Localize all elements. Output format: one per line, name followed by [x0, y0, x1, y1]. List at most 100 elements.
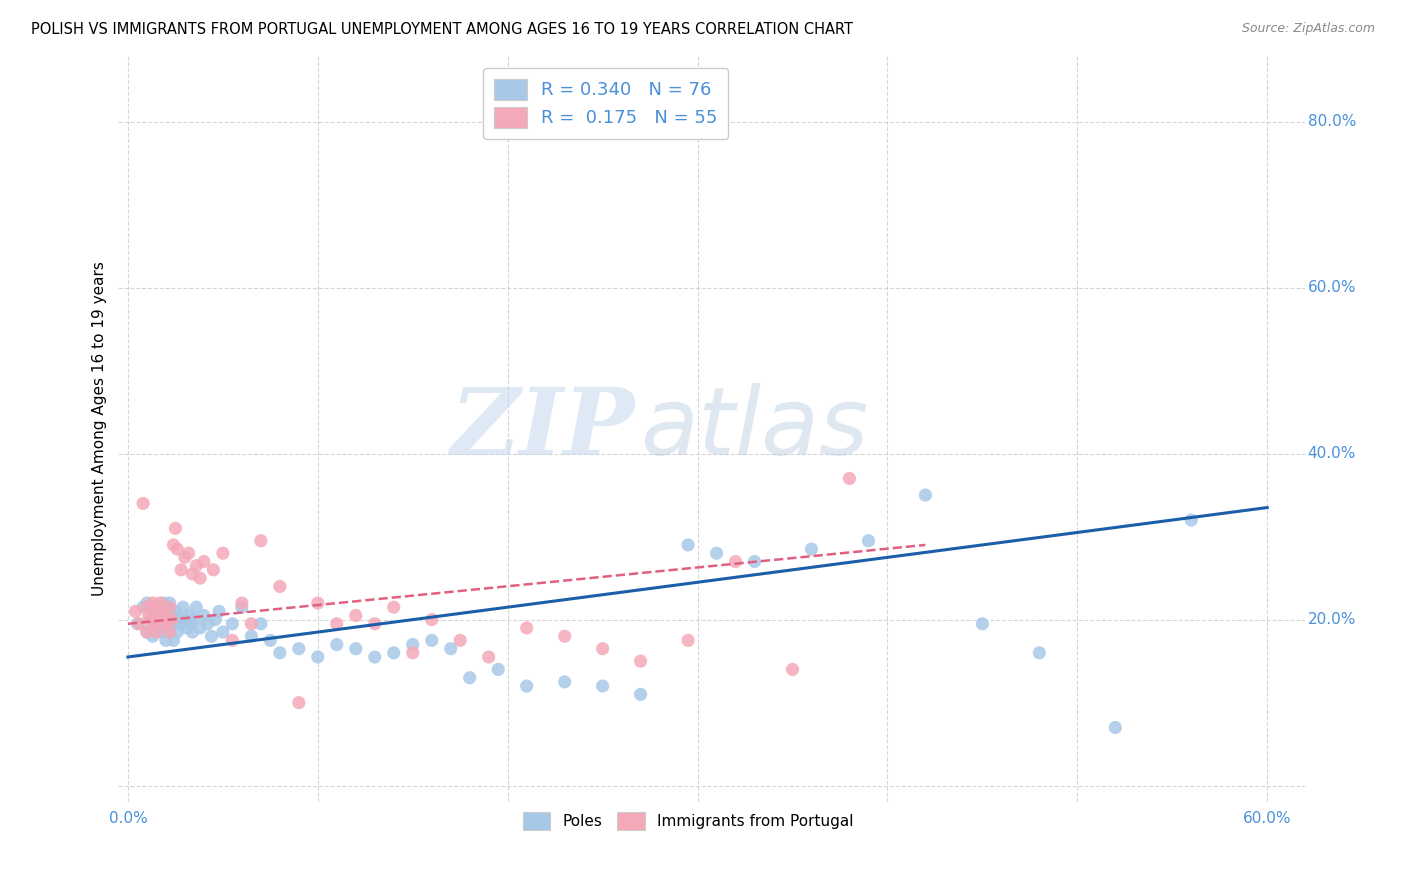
Point [1180, 513, 1202, 527]
Point [174, 550, 197, 565]
Point [156, 600, 179, 615]
Point [155, 633, 177, 648]
Point [250, 616, 273, 631]
Point [676, 538, 699, 552]
Point [159, 600, 181, 615]
Point [142, 629, 165, 643]
Point [250, 533, 273, 548]
Point [344, 641, 367, 656]
Point [402, 646, 425, 660]
Point [159, 596, 181, 610]
Point [165, 521, 187, 535]
Point [139, 613, 162, 627]
Text: 60.0%: 60.0% [1308, 280, 1355, 295]
Point [212, 546, 235, 560]
Point [724, 555, 747, 569]
Point [138, 608, 160, 623]
Point [181, 566, 204, 581]
Point [364, 616, 387, 631]
Point [800, 542, 823, 557]
Y-axis label: Unemployment Among Ages 16 to 19 years: Unemployment Among Ages 16 to 19 years [93, 261, 107, 596]
Point [972, 616, 994, 631]
Point [516, 621, 538, 635]
Point [554, 674, 576, 689]
Legend: Poles, Immigrants from Portugal: Poles, Immigrants from Portugal [516, 805, 859, 836]
Point [145, 600, 167, 615]
Point [221, 616, 243, 631]
Point [165, 613, 187, 627]
Point [221, 633, 243, 648]
Point [180, 616, 202, 631]
Point [307, 596, 329, 610]
Point [135, 600, 157, 615]
Point [188, 621, 211, 635]
Point [240, 629, 263, 643]
Point [630, 687, 652, 701]
Text: ZIP: ZIP [450, 384, 634, 474]
Point [592, 679, 614, 693]
Point [382, 646, 405, 660]
Point [382, 600, 405, 615]
Point [145, 625, 167, 640]
Point [174, 613, 197, 627]
Point [269, 579, 291, 593]
Point [554, 629, 576, 643]
Point [231, 600, 253, 615]
Point [197, 616, 219, 631]
Point [838, 471, 860, 485]
Point [326, 638, 349, 652]
Point [177, 546, 200, 560]
Point [782, 662, 804, 676]
Point [183, 613, 205, 627]
Point [516, 679, 538, 693]
Point [193, 555, 215, 569]
Point [155, 616, 177, 631]
Point [420, 613, 443, 627]
Point [193, 608, 215, 623]
Point [148, 613, 170, 627]
Point [124, 604, 146, 618]
Text: POLISH VS IMMIGRANTS FROM PORTUGAL UNEMPLOYMENT AMONG AGES 16 TO 19 YEARS CORREL: POLISH VS IMMIGRANTS FROM PORTUGAL UNEMP… [31, 22, 853, 37]
Point [149, 596, 172, 610]
Point [160, 616, 183, 631]
Point [145, 616, 167, 631]
Point [170, 616, 193, 631]
Point [231, 596, 253, 610]
Point [186, 600, 208, 615]
Text: 80.0%: 80.0% [1308, 114, 1355, 129]
Point [858, 533, 880, 548]
Point [159, 625, 181, 640]
Point [153, 613, 176, 627]
Point [269, 646, 291, 660]
Point [202, 563, 225, 577]
Point [159, 613, 181, 627]
Point [326, 616, 349, 631]
Point [153, 596, 176, 610]
Point [176, 621, 198, 635]
Point [132, 600, 155, 615]
Point [1028, 646, 1050, 660]
Point [188, 571, 211, 585]
Text: 40.0%: 40.0% [1308, 446, 1355, 461]
Point [172, 600, 194, 615]
Point [259, 633, 281, 648]
Point [744, 555, 766, 569]
Point [1104, 721, 1126, 735]
Point [630, 654, 652, 668]
Point [307, 650, 329, 665]
Point [486, 662, 509, 676]
Point [143, 616, 166, 631]
Point [159, 625, 181, 640]
Point [165, 604, 187, 618]
Point [344, 608, 367, 623]
Point [153, 616, 176, 631]
Point [150, 600, 173, 615]
Point [288, 641, 311, 656]
Point [160, 613, 183, 627]
Point [166, 625, 188, 640]
Point [156, 608, 179, 623]
Point [449, 633, 471, 648]
Point [135, 625, 157, 640]
Point [420, 633, 443, 648]
Point [167, 608, 190, 623]
